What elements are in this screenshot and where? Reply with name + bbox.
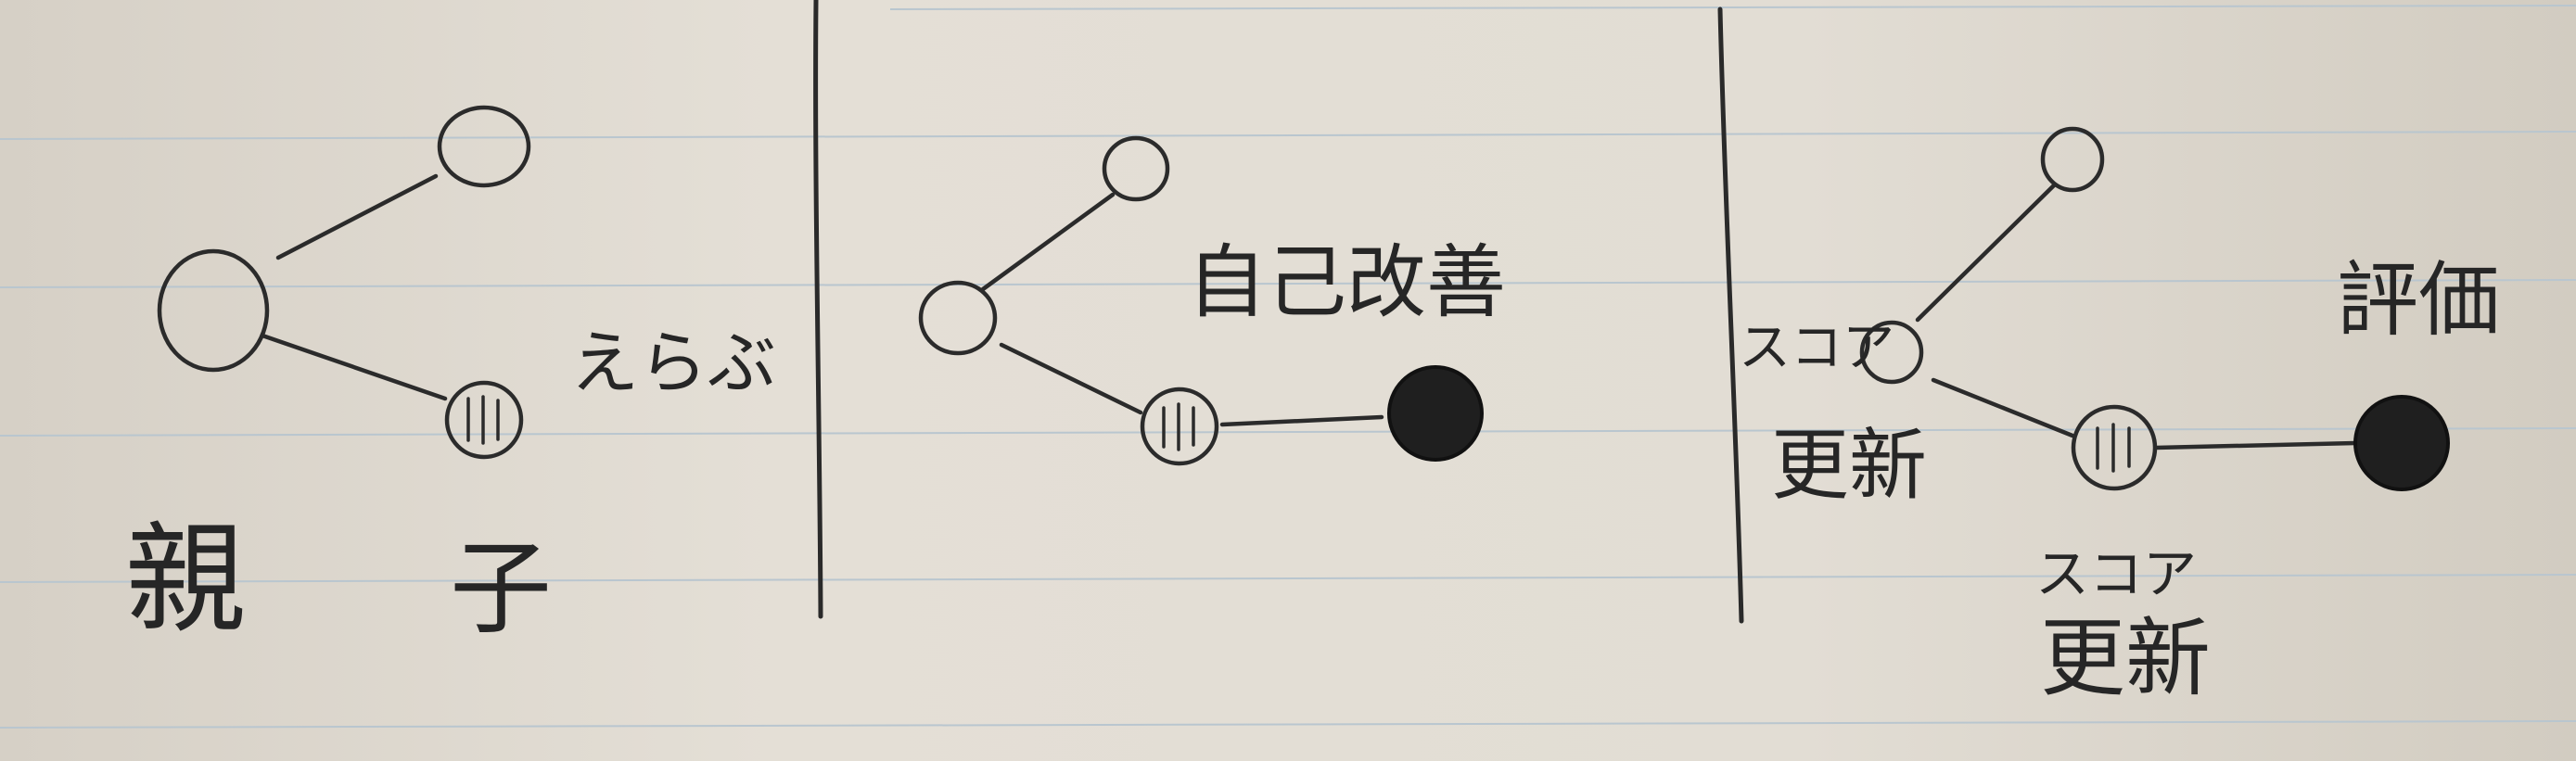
evaluated-node-filled [2353, 395, 2450, 491]
ruled-lines [0, 5, 2576, 729]
panel-divider-right [1717, 6, 1744, 624]
edge-root-to-top [1915, 183, 2057, 323]
edge-parent-to-child [260, 333, 448, 401]
edge-root-to-hatched [999, 342, 1143, 415]
hatched-node [2071, 404, 2158, 491]
top-node [2040, 126, 2105, 193]
child-label: 子 [450, 529, 552, 648]
edge-hatched-to-filled [2153, 440, 2358, 450]
panel-2-tree [918, 135, 1484, 466]
panel-3-tree [1859, 126, 2450, 491]
score-update-bottom-label-line2: 更新 [2040, 609, 2212, 708]
root-node [1859, 320, 1924, 385]
edge-root-to-hatched [1931, 377, 2075, 438]
hatched-node [1140, 387, 1219, 466]
panel-divider-left [813, 0, 823, 619]
score-update-side-label-line1: スコア [1739, 318, 1894, 378]
parent-label: 親 [125, 509, 247, 650]
edge-hatched-to-filled [1219, 414, 1384, 427]
parent-node [157, 248, 270, 373]
edge-root-to-top [980, 192, 1116, 292]
select-label: えらぶ [570, 323, 776, 403]
child-node-selected [444, 380, 524, 460]
self-improvement-label: 自己改善 [1187, 236, 1506, 329]
score-update-bottom-label-line1: スコア [2035, 542, 2198, 605]
new-node-filled [1387, 365, 1484, 462]
root-node [918, 280, 998, 356]
panel-1-tree [157, 105, 531, 460]
top-node [1102, 135, 1170, 202]
score-update-side-label-line2: 更新 [1771, 420, 1928, 511]
child-node-top [437, 105, 531, 188]
evaluate-label: 評価 [2337, 252, 2501, 348]
edge-parent-to-top [275, 173, 439, 260]
